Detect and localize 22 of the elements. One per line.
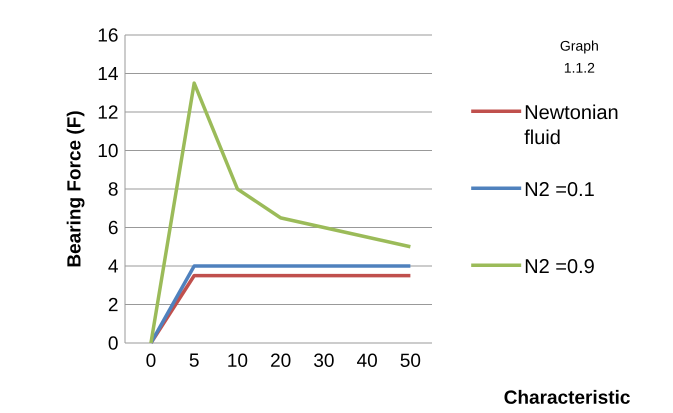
x-axis-title: Characteristic (504, 390, 630, 404)
y-tick-label: 16 (98, 28, 118, 42)
caption: Graph 1.1.2 (560, 40, 598, 73)
y-tick-label: 6 (108, 220, 118, 234)
legend-label: Newtonian fluid (524, 104, 618, 144)
legend-label: N2 =0.1 (526, 182, 594, 196)
x-tick-label: 40 (357, 354, 377, 367)
legend-label: N2 =0.9 (526, 259, 594, 274)
x-tick-label: 30 (314, 354, 334, 367)
x-tick-label: 50 (400, 354, 420, 367)
y-tick-label: 4 (108, 259, 118, 273)
y-tick-label: 10 (98, 144, 118, 158)
y-axis-title: Bearing Force (F) (66, 111, 84, 266)
y-tick-label: 8 (108, 182, 118, 196)
y-tick-label: 12 (98, 105, 118, 119)
x-tick-label: 20 (271, 354, 290, 367)
x-tick-label: 0 (146, 354, 156, 367)
y-tick-label: 14 (98, 66, 118, 80)
x-tick-label: 5 (190, 354, 199, 367)
x-tick-label: 10 (228, 354, 248, 367)
y-tick-label: 0 (108, 336, 118, 350)
y-tick-label: 2 (108, 298, 118, 312)
